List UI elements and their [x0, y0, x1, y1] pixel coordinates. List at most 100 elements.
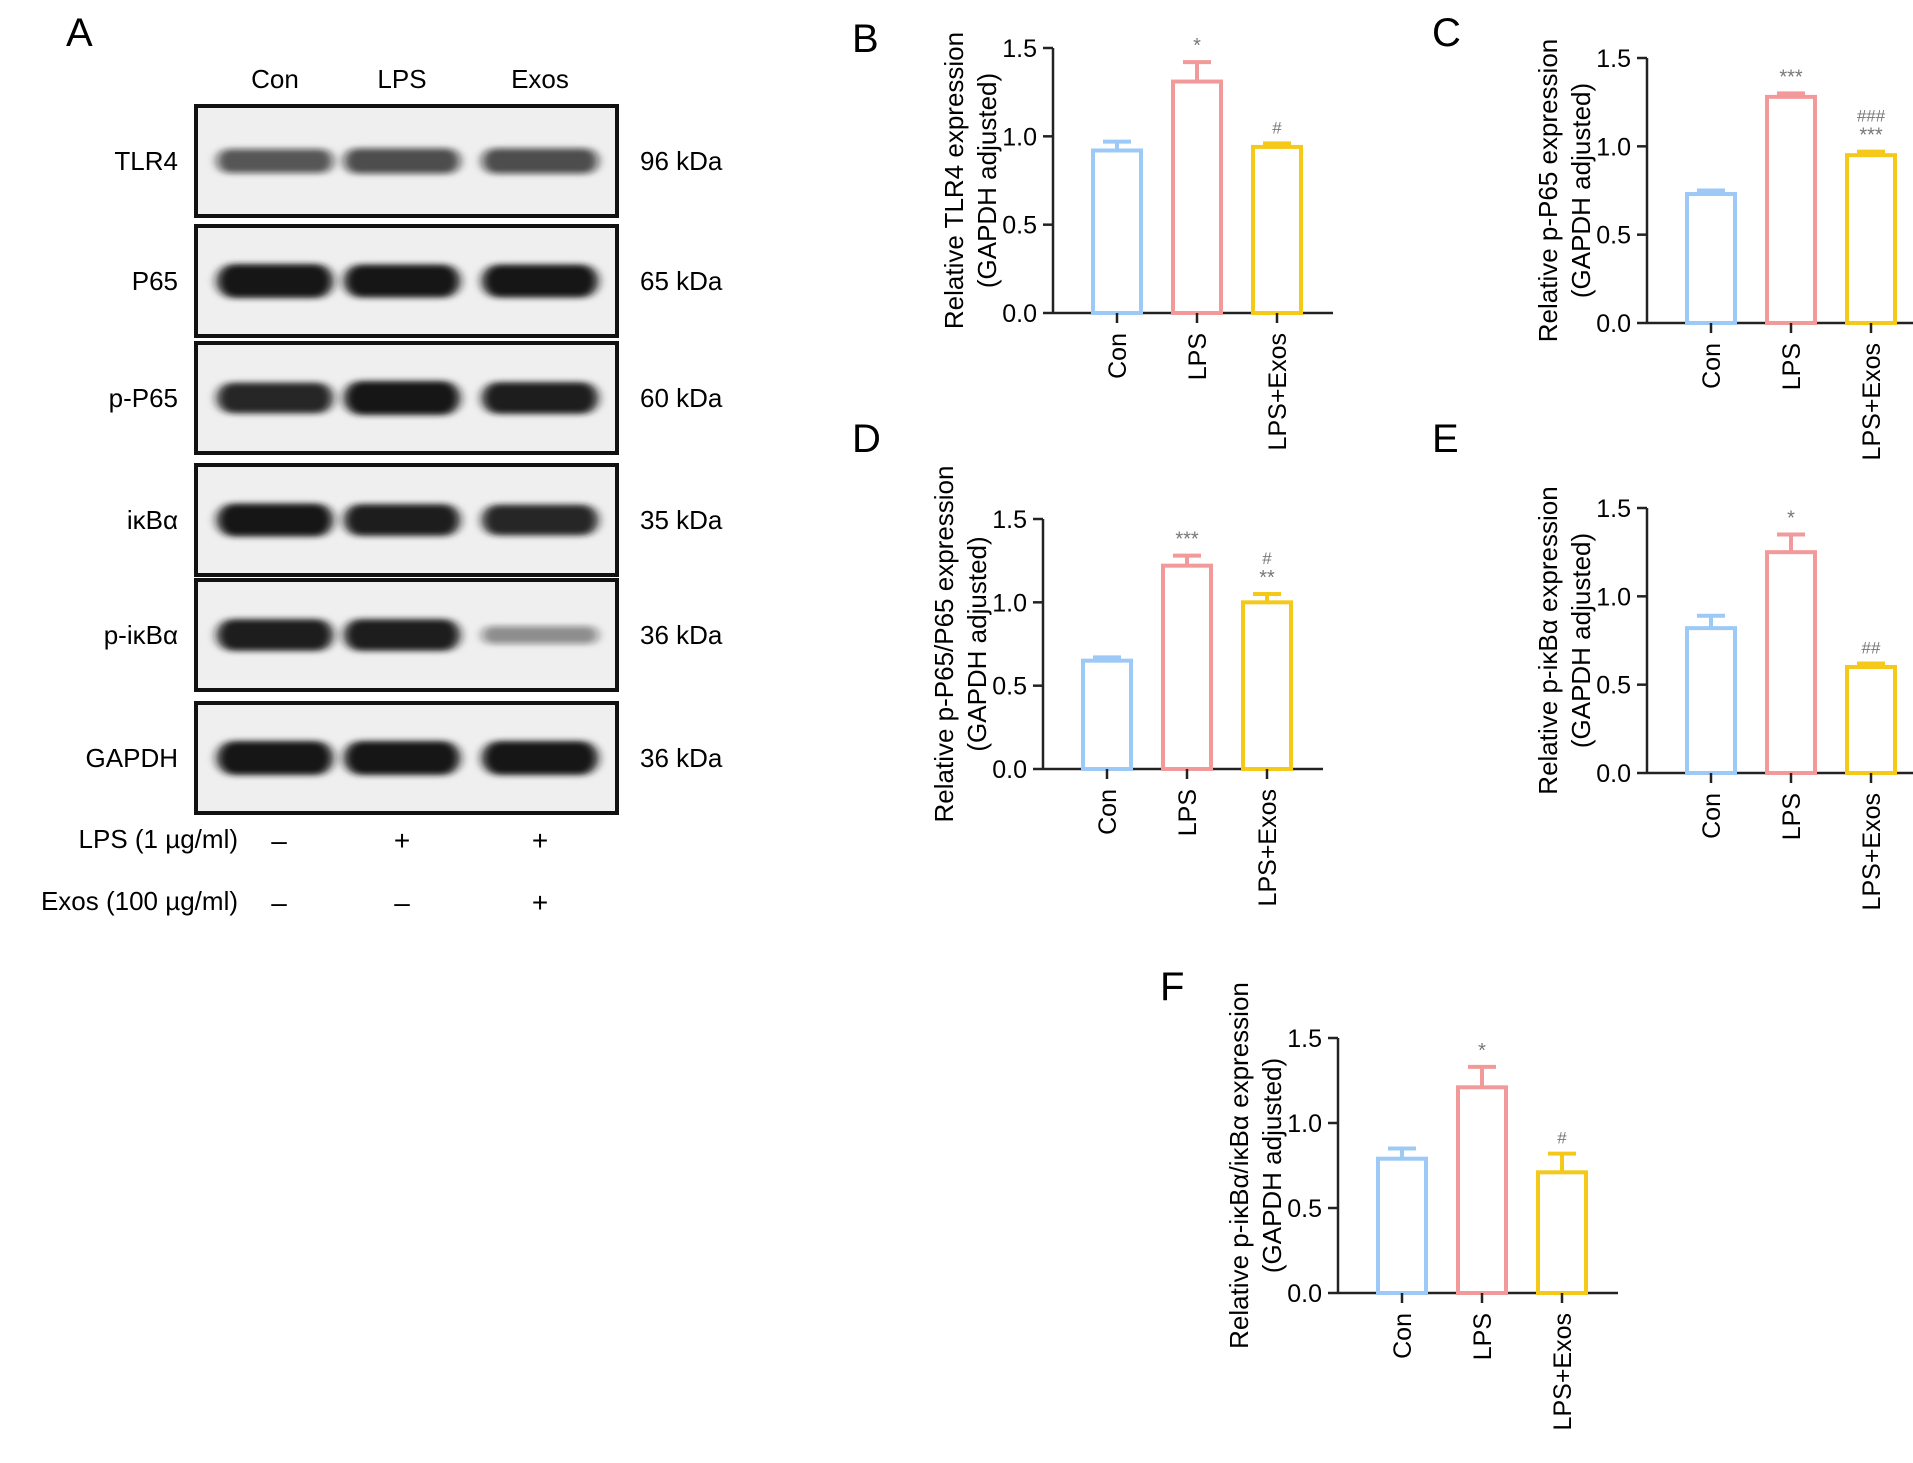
significance-mark: ###	[1857, 107, 1886, 126]
treatment-sign: –	[271, 825, 287, 856]
panel-letter-a: A	[66, 11, 93, 55]
x-tick-label: Con	[1389, 1313, 1417, 1359]
bar-con	[1091, 148, 1143, 315]
treatment-sign: +	[532, 825, 548, 856]
significance-mark: *	[1787, 508, 1795, 530]
significance-mark: #	[1262, 549, 1272, 568]
protein-label: GAPDH	[86, 743, 178, 773]
y-tick-label: 1.5	[1596, 495, 1631, 523]
bar-con	[1376, 1156, 1428, 1295]
protein-label: iκBα	[127, 505, 178, 535]
kda-label: 35 kDa	[640, 505, 723, 535]
kda-label: 65 kDa	[640, 266, 723, 296]
y-tick-label: 1.0	[1287, 1110, 1322, 1138]
y-axis-label: Relative p-iκBα expression	[1533, 486, 1563, 794]
bar-con	[1081, 658, 1133, 772]
y-axis-label: Relative p-P65 expression	[1533, 39, 1563, 343]
treatment-sign: –	[394, 887, 410, 918]
y-tick-label: 0.0	[1596, 310, 1631, 338]
chart-c: C 0.0 0.5 1.0 1.5 Relative p-P65 expression (G…	[1432, 11, 1913, 460]
kda-label: 60 kDa	[640, 383, 723, 413]
blot-band	[482, 626, 598, 644]
bar-lps	[1456, 1085, 1508, 1296]
blot-band	[344, 504, 460, 536]
blot-row-0: TLR4 96 kDa	[114, 104, 723, 218]
y-axis-label: Relative p-iκBα/iκBα expression	[1224, 982, 1254, 1349]
x-tick-label: LPS	[1778, 793, 1806, 840]
y-tick-label: 1.0	[1002, 123, 1037, 151]
blot-row-3: iκBα 35 kDa	[127, 463, 723, 577]
chart-d: D 0.0 0.5 1.0 1.5 Relative p-P65/P65 expressi…	[852, 417, 1323, 906]
lane-label-0: Con	[251, 64, 299, 94]
blot-row-4: p-iκBα 36 kDa	[104, 578, 723, 692]
treatment-label-0: LPS (1 µg/ml)	[79, 824, 238, 854]
protein-label: TLR4	[114, 146, 178, 176]
y-tick-label: 0.0	[992, 756, 1027, 784]
y-axis-label: (GAPDH adjusted)	[1566, 83, 1596, 298]
x-tick-label: Con	[1104, 333, 1132, 379]
significance-mark: **	[1259, 567, 1275, 589]
bar-lps-exos	[1251, 144, 1303, 315]
treatment-sign: –	[271, 887, 287, 918]
blot-band	[482, 741, 598, 775]
significance-mark: ***	[1779, 66, 1803, 88]
protein-label: p-iκBα	[104, 620, 178, 650]
y-tick-label: 0.5	[1596, 672, 1631, 700]
y-tick-label: 1.5	[1596, 45, 1631, 73]
blot-band	[344, 619, 460, 651]
chart-f: F 0.0 0.5 1.0 1.5 Relative p-iκBα/iκBα expres…	[1160, 965, 1618, 1430]
blot-band	[482, 382, 598, 414]
significance-mark: *	[1193, 35, 1201, 57]
blot-band	[344, 381, 460, 415]
y-tick-label: 0.5	[992, 673, 1027, 701]
x-tick-label: LPS	[1469, 1313, 1497, 1360]
panel-letter: E	[1432, 417, 1459, 461]
panel-letter: F	[1160, 965, 1184, 1009]
blot-band	[217, 382, 333, 414]
y-tick-label: 0.0	[1002, 300, 1037, 328]
y-tick-label: 0.5	[1287, 1195, 1322, 1223]
x-tick-label: Con	[1094, 789, 1122, 835]
significance-mark: *	[1478, 1040, 1486, 1062]
significance-mark: #	[1557, 1129, 1567, 1148]
blot-row-1: P65 65 kDa	[132, 224, 723, 338]
x-tick-label: LPS+Exos	[1549, 1313, 1577, 1430]
blot-band	[217, 741, 333, 775]
protein-label: P65	[132, 266, 178, 296]
x-tick-label: Con	[1698, 793, 1726, 839]
kda-label: 36 kDa	[640, 620, 723, 650]
x-tick-label: LPS	[1778, 343, 1806, 390]
blot-band	[217, 148, 333, 174]
x-tick-label: LPS+Exos	[1254, 789, 1282, 906]
bar-lps	[1765, 550, 1817, 776]
chart-e: E 0.0 0.5 1.0 1.5 Relative p-iκBα expression(…	[1432, 417, 1913, 910]
y-axis-label: (GAPDH adjusted)	[962, 536, 992, 751]
blot-band	[482, 264, 598, 298]
blot-band	[344, 264, 460, 298]
bar-lps-exos	[1241, 600, 1293, 771]
significance-mark: ***	[1175, 529, 1199, 551]
x-tick-label: LPS	[1174, 789, 1202, 836]
x-tick-label: Con	[1698, 343, 1726, 389]
x-tick-label: LPS	[1184, 333, 1212, 380]
bar-lps	[1161, 563, 1213, 772]
blot-band	[344, 741, 460, 775]
y-axis-label: Relative p-P65/P65 expression	[929, 466, 959, 823]
blot-band	[217, 619, 333, 651]
y-tick-label: 1.5	[1287, 1025, 1322, 1053]
y-tick-label: 1.0	[1596, 583, 1631, 611]
bar-lps	[1171, 79, 1223, 315]
protein-label: p-P65	[109, 383, 178, 413]
treatment-label-1: Exos (100 µg/ml)	[41, 886, 238, 916]
y-axis-label: (GAPDH adjusted)	[1257, 1058, 1287, 1273]
y-tick-label: 0.0	[1287, 1280, 1322, 1308]
kda-label: 36 kDa	[640, 743, 723, 773]
blot-band	[482, 504, 598, 536]
significance-mark: ***	[1859, 125, 1883, 147]
y-tick-label: 1.5	[992, 506, 1027, 534]
y-tick-label: 0.0	[1596, 760, 1631, 788]
bar-lps-exos	[1845, 153, 1897, 325]
treatment-sign: +	[532, 887, 548, 918]
